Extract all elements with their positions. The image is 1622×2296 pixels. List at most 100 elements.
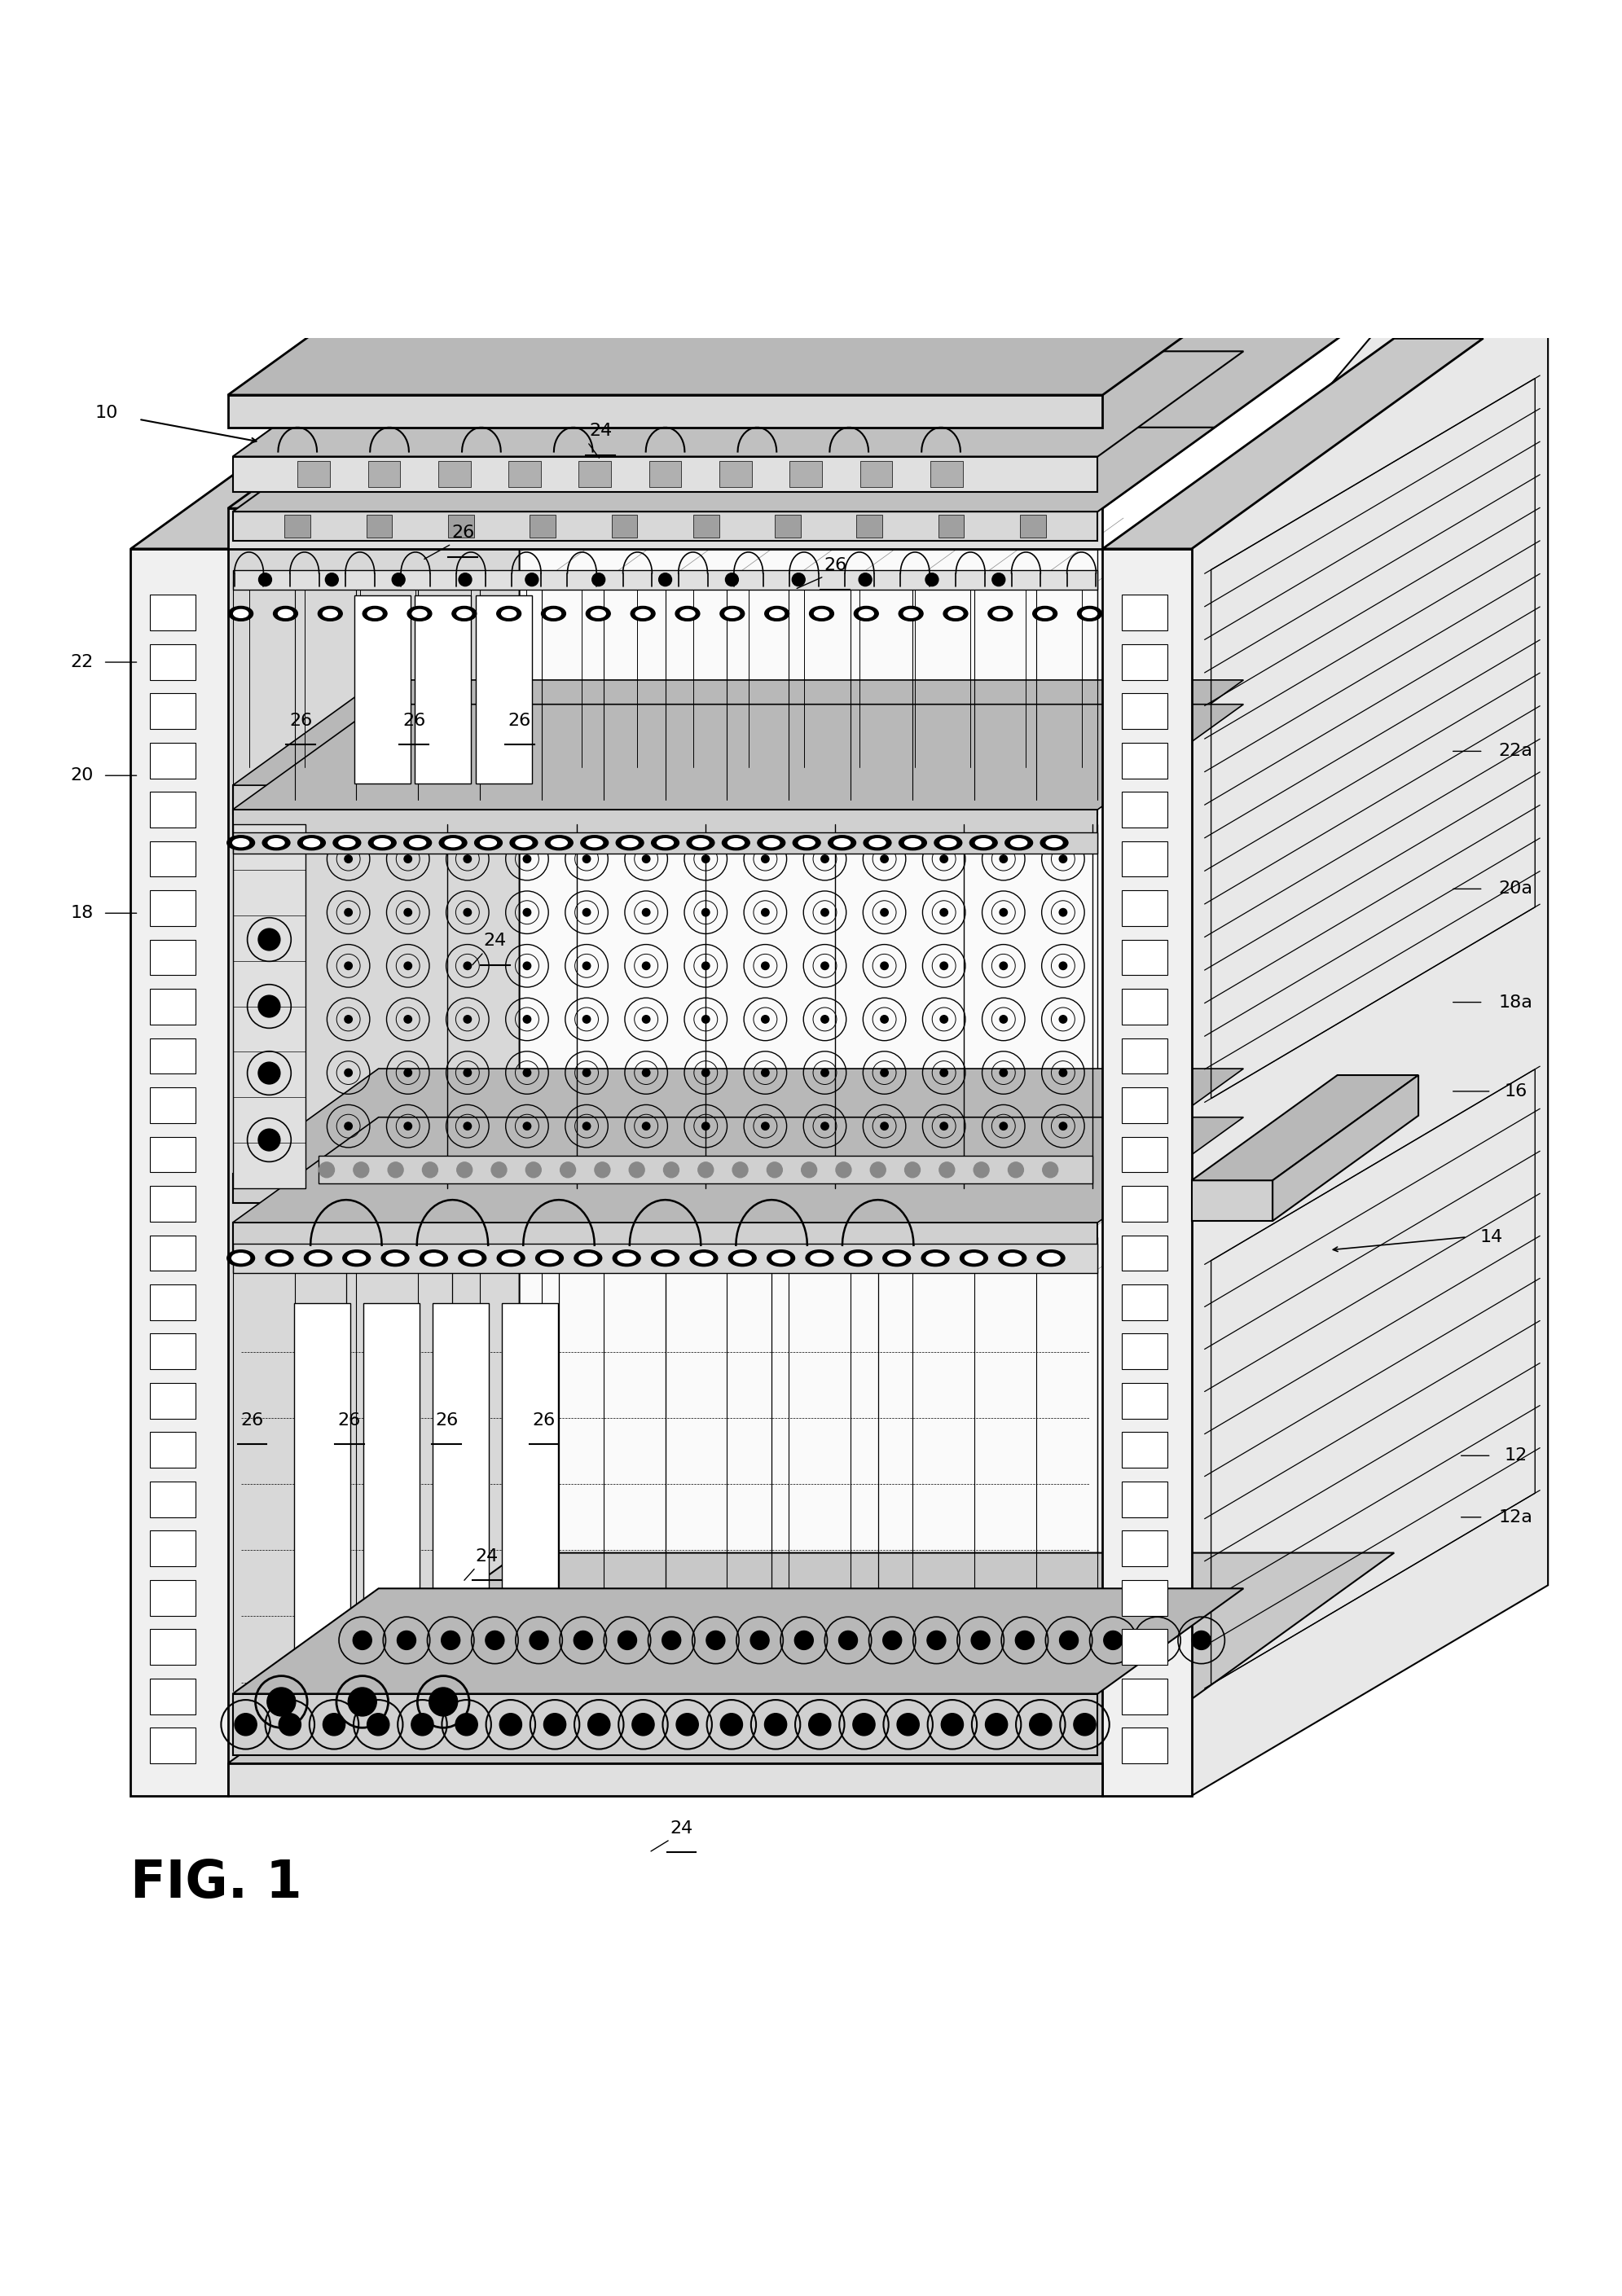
- Bar: [938, 514, 963, 537]
- Ellipse shape: [227, 1249, 255, 1265]
- Circle shape: [574, 1630, 592, 1649]
- Polygon shape: [232, 705, 1244, 810]
- Ellipse shape: [547, 608, 561, 618]
- Circle shape: [500, 1713, 522, 1736]
- Ellipse shape: [509, 836, 537, 850]
- Polygon shape: [1192, 338, 1483, 1795]
- Circle shape: [404, 1015, 412, 1024]
- Circle shape: [662, 1630, 681, 1649]
- Bar: [297, 461, 329, 487]
- Ellipse shape: [412, 608, 427, 618]
- Circle shape: [393, 574, 406, 585]
- Circle shape: [587, 1713, 610, 1736]
- Text: 14: 14: [1479, 1228, 1504, 1244]
- Polygon shape: [229, 227, 1337, 395]
- Ellipse shape: [234, 608, 248, 618]
- Bar: [151, 1433, 196, 1467]
- Circle shape: [1059, 1015, 1067, 1024]
- Circle shape: [821, 909, 829, 916]
- Circle shape: [1059, 1123, 1067, 1130]
- Circle shape: [326, 574, 339, 585]
- Text: 12: 12: [1504, 1446, 1526, 1465]
- Bar: [649, 461, 681, 487]
- Circle shape: [344, 1123, 352, 1130]
- Bar: [151, 1727, 196, 1763]
- Bar: [1122, 693, 1168, 730]
- Text: 24: 24: [589, 422, 611, 439]
- Ellipse shape: [657, 838, 673, 847]
- Circle shape: [1059, 962, 1067, 969]
- Bar: [1122, 1088, 1168, 1123]
- Bar: [151, 1481, 196, 1518]
- Ellipse shape: [631, 606, 655, 620]
- Circle shape: [404, 909, 412, 916]
- Ellipse shape: [444, 838, 461, 847]
- Circle shape: [1148, 1630, 1166, 1649]
- Ellipse shape: [386, 1254, 404, 1263]
- Ellipse shape: [887, 1254, 905, 1263]
- Circle shape: [344, 854, 352, 863]
- Circle shape: [530, 1630, 548, 1649]
- Circle shape: [459, 574, 472, 585]
- Ellipse shape: [905, 838, 921, 847]
- Ellipse shape: [809, 606, 834, 620]
- Circle shape: [582, 1070, 590, 1077]
- Ellipse shape: [229, 606, 253, 620]
- Ellipse shape: [339, 838, 355, 847]
- Ellipse shape: [941, 838, 957, 847]
- Bar: [1122, 645, 1168, 680]
- Circle shape: [464, 854, 472, 863]
- Bar: [232, 512, 1098, 542]
- Circle shape: [821, 1070, 829, 1077]
- Ellipse shape: [1041, 1254, 1059, 1263]
- Bar: [775, 514, 801, 537]
- Ellipse shape: [574, 1249, 602, 1265]
- Ellipse shape: [882, 1249, 910, 1265]
- Bar: [1122, 1678, 1168, 1715]
- Circle shape: [702, 1123, 709, 1130]
- Bar: [856, 514, 882, 537]
- Polygon shape: [229, 1552, 1393, 1763]
- Ellipse shape: [720, 606, 744, 620]
- Bar: [860, 461, 892, 487]
- Bar: [448, 514, 474, 537]
- Text: 26: 26: [451, 523, 474, 542]
- Bar: [1122, 840, 1168, 877]
- Text: 26: 26: [824, 558, 847, 574]
- Circle shape: [733, 1162, 748, 1178]
- Bar: [1192, 1180, 1273, 1221]
- Circle shape: [491, 1162, 506, 1178]
- Bar: [232, 569, 1098, 590]
- Text: 16: 16: [1504, 1084, 1526, 1100]
- Circle shape: [659, 574, 672, 585]
- Text: 26: 26: [532, 1412, 555, 1428]
- Bar: [579, 461, 611, 487]
- Circle shape: [524, 1070, 530, 1077]
- Polygon shape: [232, 680, 1244, 785]
- Ellipse shape: [767, 1249, 795, 1265]
- Circle shape: [941, 1123, 947, 1130]
- Circle shape: [928, 1630, 946, 1649]
- Circle shape: [761, 1015, 769, 1024]
- Circle shape: [464, 909, 472, 916]
- Circle shape: [526, 574, 539, 585]
- Circle shape: [1059, 1070, 1067, 1077]
- Bar: [151, 1235, 196, 1270]
- Bar: [530, 514, 556, 537]
- Circle shape: [882, 1630, 902, 1649]
- Circle shape: [881, 854, 889, 863]
- Circle shape: [761, 962, 769, 969]
- Ellipse shape: [404, 836, 431, 850]
- Ellipse shape: [728, 838, 744, 847]
- Bar: [501, 1304, 558, 1683]
- Ellipse shape: [590, 608, 605, 618]
- Circle shape: [897, 1713, 920, 1736]
- Bar: [790, 461, 822, 487]
- Circle shape: [404, 962, 412, 969]
- Bar: [1122, 891, 1168, 925]
- Text: 24: 24: [483, 932, 506, 948]
- Circle shape: [663, 1162, 680, 1178]
- Circle shape: [1103, 1630, 1122, 1649]
- Ellipse shape: [274, 606, 298, 620]
- Bar: [232, 457, 1098, 491]
